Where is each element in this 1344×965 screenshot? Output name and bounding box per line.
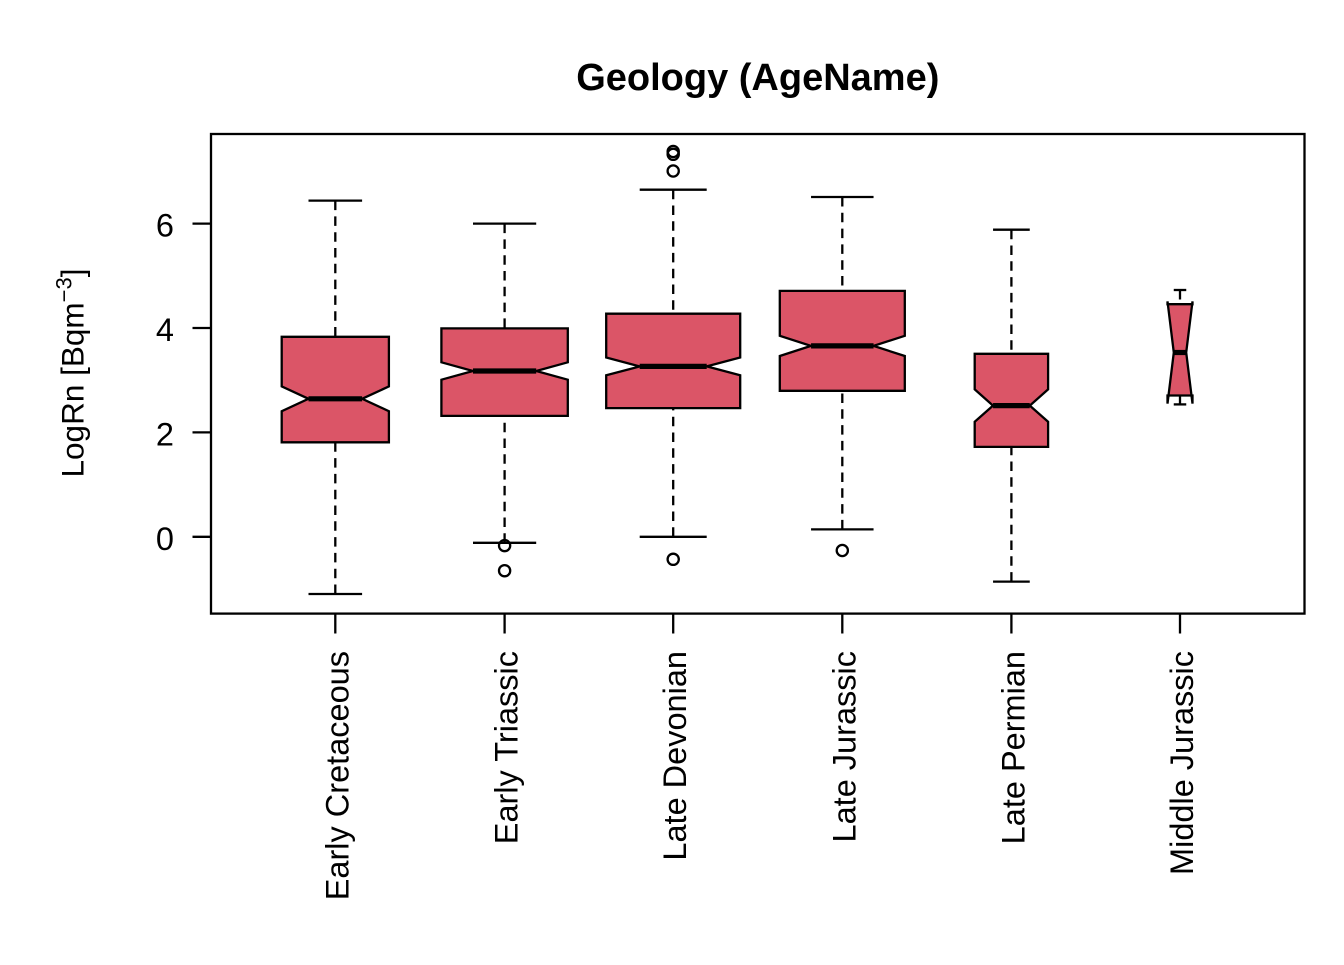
svg-text:Late Devonian: Late Devonian [657, 651, 693, 861]
svg-text:4: 4 [156, 312, 174, 348]
svg-text:Geology (AgeName): Geology (AgeName) [576, 57, 939, 99]
svg-text:Early Triassic: Early Triassic [489, 651, 525, 844]
svg-text:Late Jurassic: Late Jurassic [826, 651, 862, 842]
svg-text:6: 6 [156, 208, 174, 244]
svg-text:Middle Jurassic: Middle Jurassic [1164, 651, 1200, 875]
svg-text:Early Cretaceous: Early Cretaceous [319, 651, 355, 900]
svg-text:Late Permian: Late Permian [995, 651, 1031, 844]
svg-text:LogRn [Bqm−3]: LogRn [Bqm−3] [52, 269, 91, 478]
svg-text:2: 2 [156, 416, 174, 452]
svg-text:0: 0 [156, 521, 174, 557]
